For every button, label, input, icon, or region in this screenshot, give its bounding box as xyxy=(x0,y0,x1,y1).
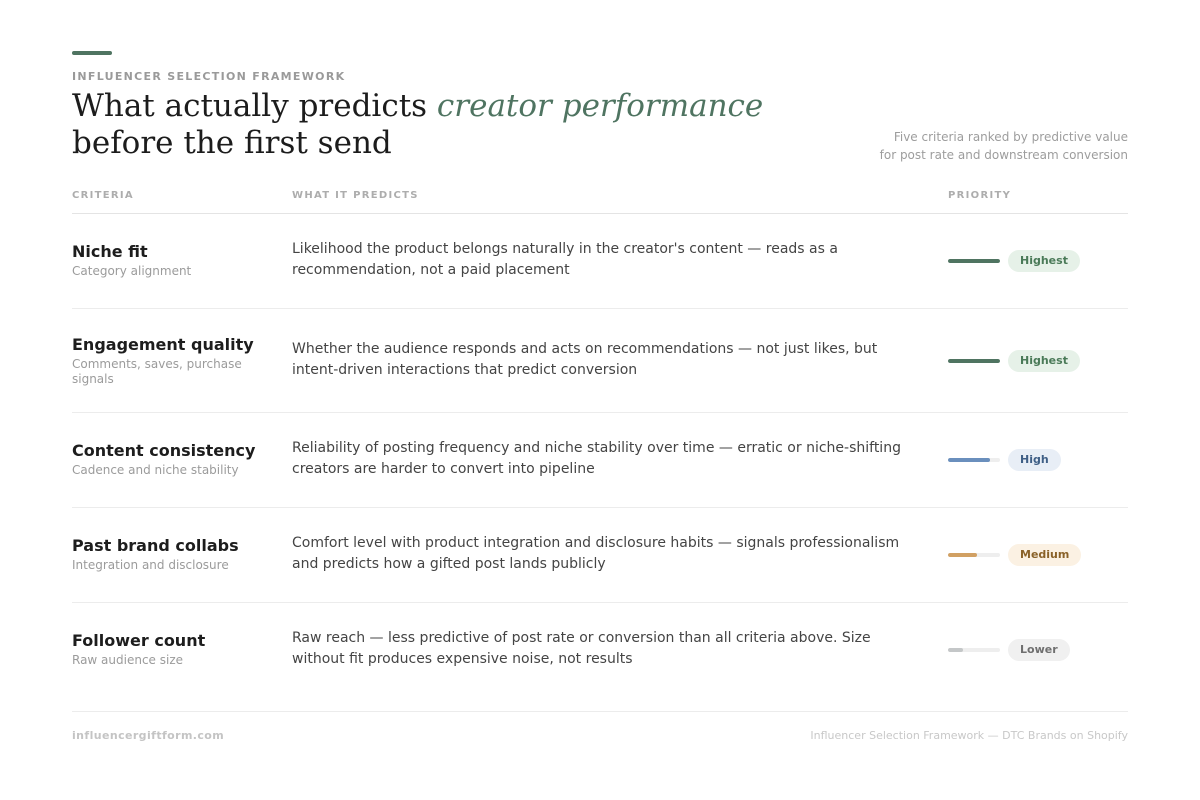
table-row: Past brand collabs Integration and discl… xyxy=(72,508,1128,603)
priority-badge: Medium xyxy=(1008,544,1082,566)
accent-bar xyxy=(72,51,112,55)
criteria-subtitle: Raw audience size xyxy=(72,653,184,667)
table-row: Niche fit Category alignment Likelihood … xyxy=(72,214,1128,309)
criteria-cell: Engagement quality Comments, saves, purc… xyxy=(72,335,272,387)
priority-cell: Lower xyxy=(948,639,1070,661)
column-header-criteria: CRITERIA xyxy=(72,190,134,201)
criteria-subtitle: Category alignment xyxy=(72,264,192,278)
column-header-priority: PRIORITY xyxy=(948,190,1012,201)
criteria-subtitle: Comments, saves, purchase signals xyxy=(72,357,242,386)
priority-track xyxy=(948,553,1000,557)
criteria-subtitle: Integration and disclosure xyxy=(72,558,229,572)
subtitle-line-2: for post rate and downstream conversion xyxy=(879,148,1128,162)
criteria-cell: Niche fit Category alignment xyxy=(72,242,272,279)
prediction-text: Likelihood the product belongs naturally… xyxy=(292,241,838,278)
title-accent: creator performance xyxy=(436,88,764,124)
page-subtitle: Five criteria ranked by predictive value… xyxy=(708,128,1128,164)
criteria-name: Past brand collabs xyxy=(72,536,239,555)
priority-badge: Lower xyxy=(1008,639,1070,661)
title-part-2: before the first send xyxy=(72,125,392,161)
footer-caption: Influencer Selection Framework — DTC Bra… xyxy=(810,729,1128,742)
priority-cell: High xyxy=(948,449,1061,471)
criteria-cell: Follower count Raw audience size xyxy=(72,631,272,668)
framework-page: INFLUENCER SELECTION FRAMEWORK What actu… xyxy=(72,0,1128,800)
criteria-cell: Past brand collabs Integration and discl… xyxy=(72,536,272,573)
prediction-text: Reliability of posting frequency and nic… xyxy=(292,440,901,477)
priority-badge: Highest xyxy=(1008,350,1080,372)
criteria-subtitle: Cadence and niche stability xyxy=(72,463,239,477)
priority-cell: Highest xyxy=(948,250,1080,272)
priority-badge: Highest xyxy=(1008,250,1080,272)
priority-bar-fill xyxy=(948,458,990,462)
criteria-name: Follower count xyxy=(72,631,206,650)
priority-track xyxy=(948,648,1000,652)
priority-bar-fill xyxy=(948,359,1000,363)
priority-cell: Highest xyxy=(948,350,1080,372)
table-row: Follower count Raw audience size Raw rea… xyxy=(72,603,1128,697)
header-divider xyxy=(72,213,1128,214)
footer-divider xyxy=(72,711,1128,712)
priority-track xyxy=(948,359,1000,363)
criteria-cell: Content consistency Cadence and niche st… xyxy=(72,441,272,478)
criteria-name: Content consistency xyxy=(72,441,256,460)
priority-cell: Medium xyxy=(948,544,1082,566)
priority-bar-fill xyxy=(948,648,963,652)
priority-bar-fill xyxy=(948,259,1000,263)
page-title: What actually predicts creator performan… xyxy=(72,88,763,162)
title-part-1: What actually predicts xyxy=(72,88,437,124)
priority-bar-fill xyxy=(948,553,977,557)
column-header-predicts: WHAT IT PREDICTS xyxy=(292,190,419,201)
eyebrow-label: INFLUENCER SELECTION FRAMEWORK xyxy=(72,70,346,83)
prediction-text: Raw reach — less predictive of post rate… xyxy=(292,630,871,667)
prediction-text: Comfort level with product integration a… xyxy=(292,535,900,572)
priority-track xyxy=(948,259,1000,263)
footer-site: influencergiftform.com xyxy=(72,729,225,742)
criteria-name: Niche fit xyxy=(72,242,148,261)
priority-track xyxy=(948,458,1000,462)
table-row: Engagement quality Comments, saves, purc… xyxy=(72,309,1128,413)
prediction-text: Whether the audience responds and acts o… xyxy=(292,341,878,378)
subtitle-line-1: Five criteria ranked by predictive value xyxy=(893,130,1128,144)
table-row: Content consistency Cadence and niche st… xyxy=(72,413,1128,508)
criteria-name: Engagement quality xyxy=(72,335,254,354)
priority-badge: High xyxy=(1008,449,1061,471)
